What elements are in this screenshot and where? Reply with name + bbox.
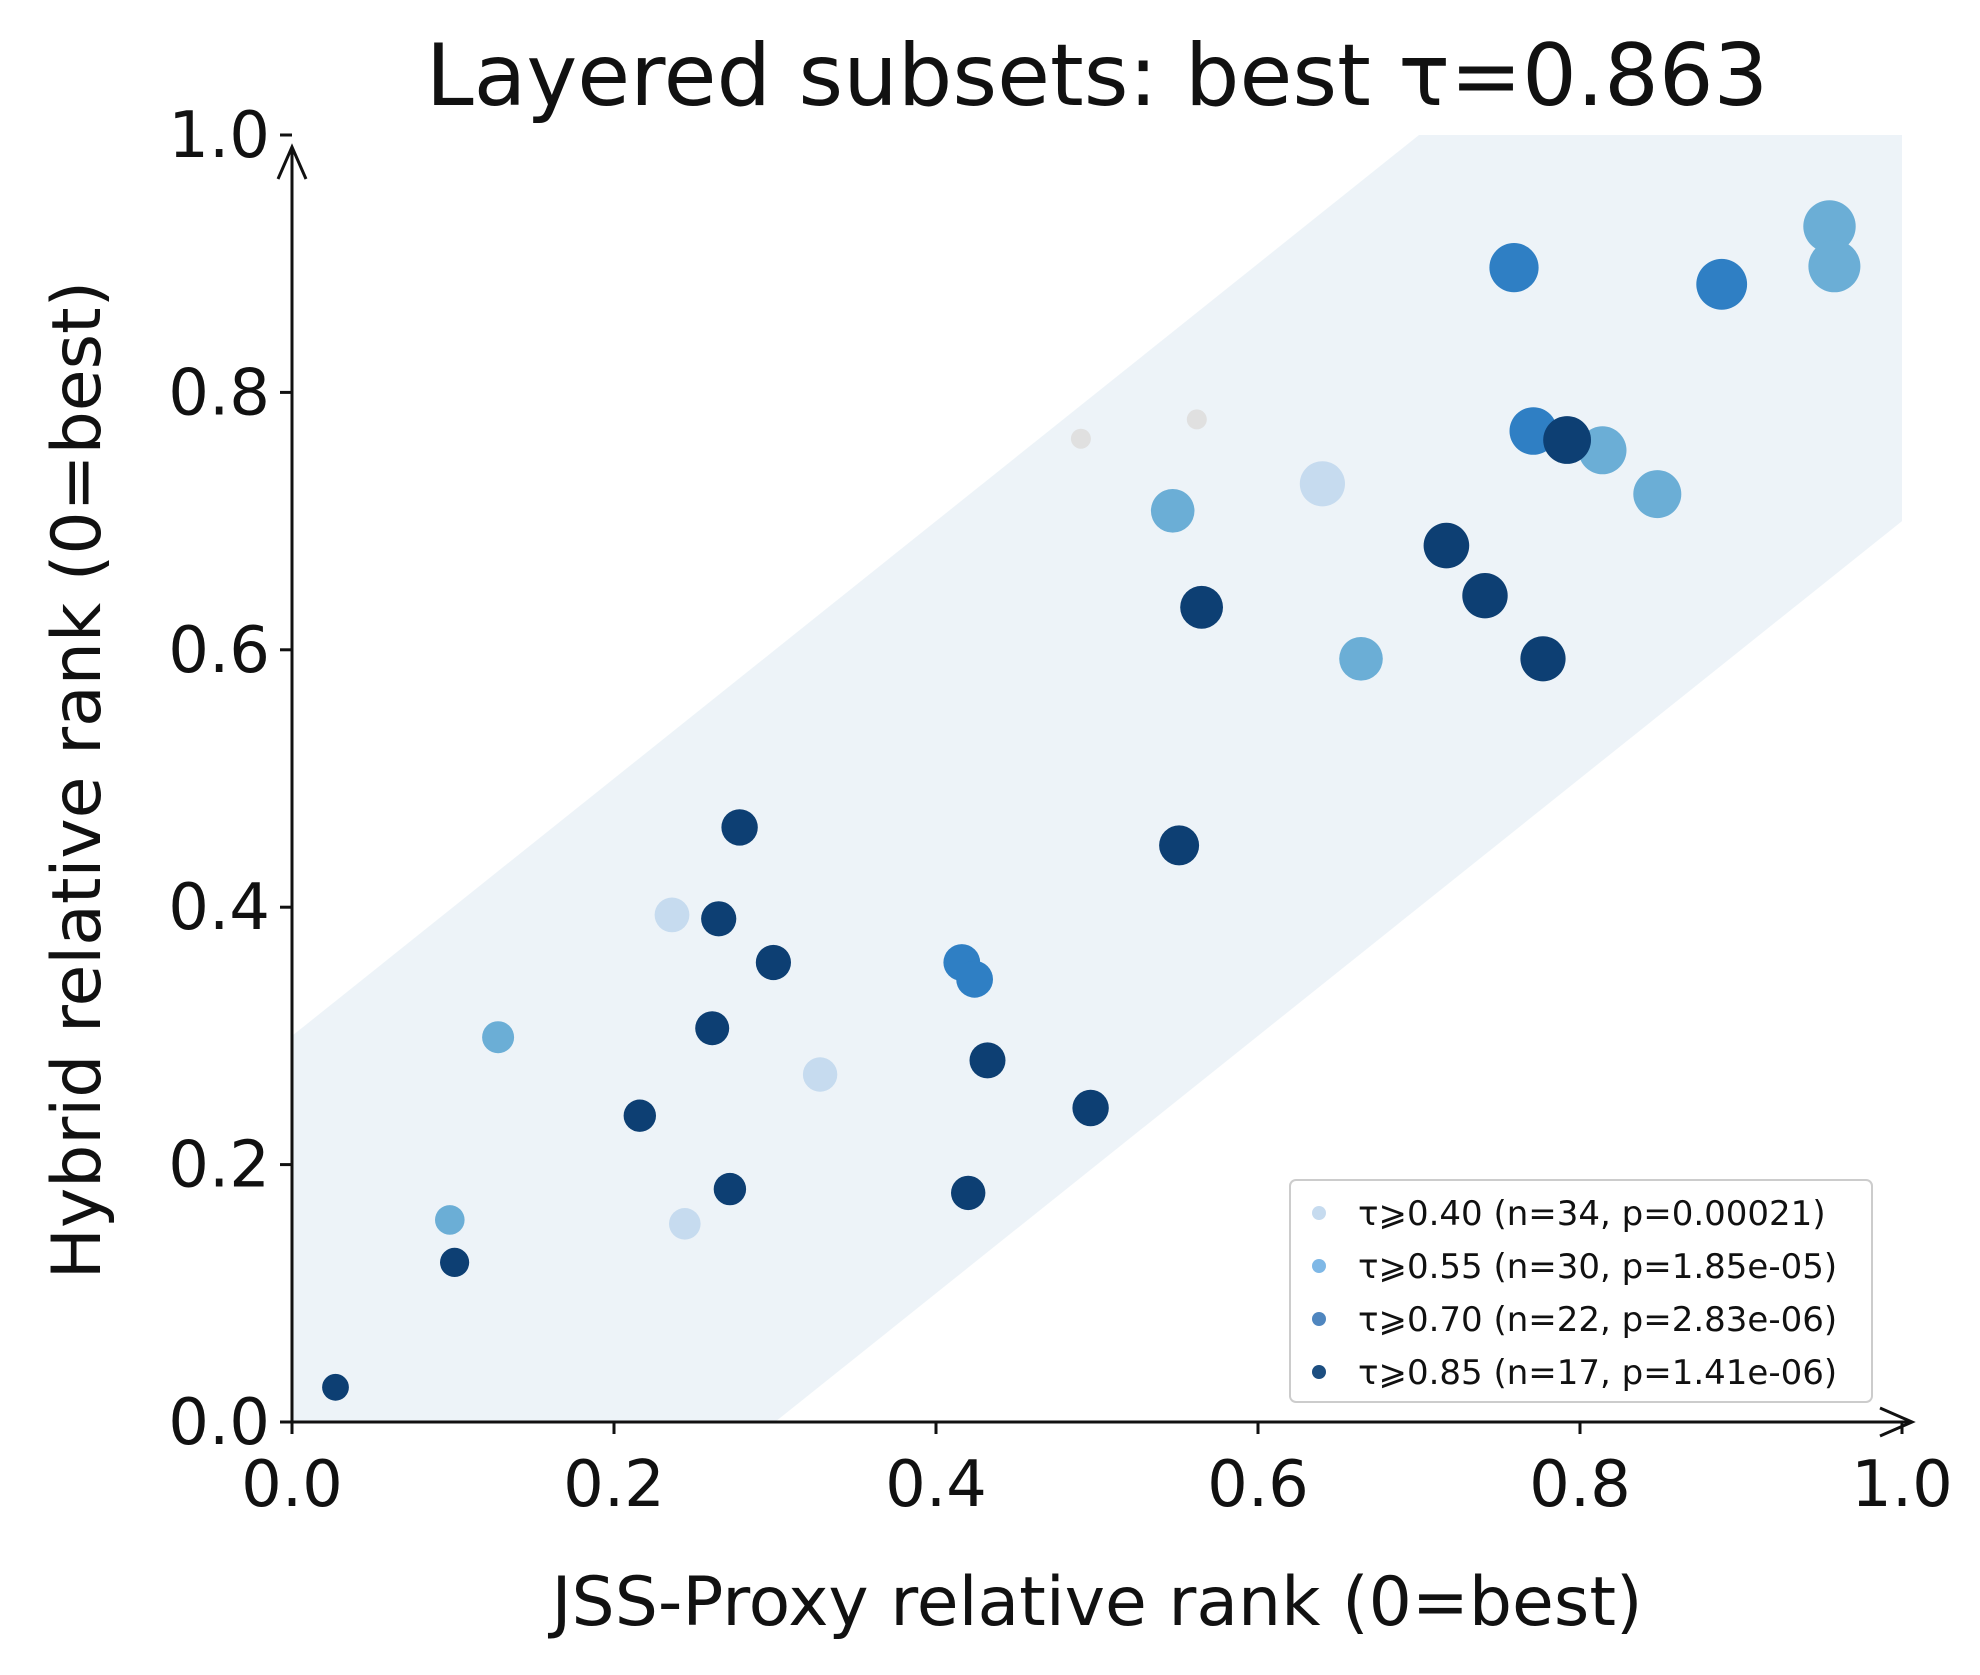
- y-tick-label-4: 0.8: [168, 356, 270, 430]
- legend-marker-3: [1312, 1365, 1326, 1379]
- point-series-1-6: [1803, 200, 1856, 253]
- axes: [276, 143, 1916, 1438]
- x-axis-arrow: [1879, 1406, 1916, 1438]
- point-series-3-2: [623, 1099, 656, 1132]
- point-series-0-1: [802, 1057, 838, 1092]
- point-series-3-10: [1072, 1089, 1109, 1127]
- point-series-3-0: [322, 1373, 349, 1401]
- y-tick-label-0: 0.0: [168, 1386, 270, 1460]
- band-region: [292, 135, 1902, 1422]
- y-tick-label-1: 0.2: [168, 1129, 270, 1203]
- x-tick-label-5: 1.0: [1851, 1448, 1953, 1522]
- point-series-2-4: [1696, 258, 1748, 310]
- x-tick-label-4: 0.8: [1529, 1448, 1631, 1522]
- point-series-2-2: [1489, 243, 1539, 293]
- legend-frame: [1289, 1179, 1873, 1403]
- point-series-3-15: [1520, 636, 1566, 682]
- x-tick-label-2: 0.4: [885, 1448, 987, 1522]
- point-series-0-2: [669, 1208, 701, 1240]
- point-series-3-7: [713, 1172, 747, 1206]
- point-series-3-8: [951, 1175, 986, 1211]
- point-series-3-6: [755, 944, 792, 981]
- legend-label-1: τ⩾0.55 (n=30, p=1.85e-05): [1358, 1247, 1837, 1287]
- point-series-1-2: [1150, 489, 1195, 533]
- ticks: 0.0 0.2 0.4 0.6 0.8 1.0 0.0 0.2 0.4 0.6 0.8 1.0: [168, 99, 1953, 1522]
- y-tick-label-5: 1.0: [168, 99, 270, 173]
- point-series-3-14: [1462, 573, 1508, 619]
- point-series-3-11: [1159, 825, 1200, 866]
- point-series-1-5: [1633, 470, 1682, 519]
- point-series-3-13: [1423, 522, 1470, 569]
- point-series-3-5: [721, 809, 758, 846]
- y-tick-label-3: 0.6: [168, 614, 270, 688]
- x-tick-label-3: 0.6: [1207, 1448, 1309, 1522]
- point-series-3-12: [1180, 585, 1223, 629]
- x-axis-label: JSS-Proxy relative rank (0=best): [547, 1563, 1642, 1642]
- point-series-4-0: [1070, 428, 1091, 449]
- point-series-3-16: [1543, 416, 1591, 464]
- legend-label-3: τ⩾0.85 (n=17, p=1.41e-06): [1358, 1353, 1837, 1393]
- point-series-3-9: [969, 1042, 1006, 1079]
- point-series-2-1: [956, 960, 993, 998]
- legend-label-0: τ⩾0.40 (n=34, p=0.00021): [1358, 1194, 1826, 1234]
- x-tick-label-0: 0.0: [241, 1448, 343, 1522]
- point-series-0-0: [654, 897, 690, 933]
- y-tick-label-2: 0.4: [168, 871, 270, 945]
- legend-label-2: τ⩾0.70 (n=22, p=2.83e-06): [1358, 1300, 1837, 1340]
- legend-marker-0: [1312, 1206, 1326, 1220]
- point-series-4-1: [1186, 409, 1207, 430]
- y-axis-label: Hybrid relative rank (0=best): [38, 281, 117, 1279]
- point-series-1-3: [1339, 637, 1383, 681]
- legend-marker-1: [1312, 1259, 1326, 1273]
- point-series-1-7: [1808, 240, 1861, 293]
- scatter-points: [322, 200, 1861, 1401]
- y-axis-arrow: [276, 143, 308, 180]
- legend-marker-2: [1312, 1312, 1326, 1326]
- point-series-0-3: [1299, 461, 1345, 507]
- point-series-1-1: [435, 1205, 465, 1235]
- legend: τ⩾0.40 (n=34, p=0.00021) τ⩾0.55 (n=30, p=…: [1289, 1179, 1873, 1403]
- point-series-3-1: [440, 1247, 470, 1277]
- point-series-1-0: [482, 1021, 515, 1054]
- point-series-3-3: [695, 1011, 730, 1046]
- x-tick-label-1: 0.2: [563, 1448, 665, 1522]
- point-series-3-4: [701, 901, 737, 937]
- chart-title: Layered subsets: best τ=0.863: [426, 26, 1769, 126]
